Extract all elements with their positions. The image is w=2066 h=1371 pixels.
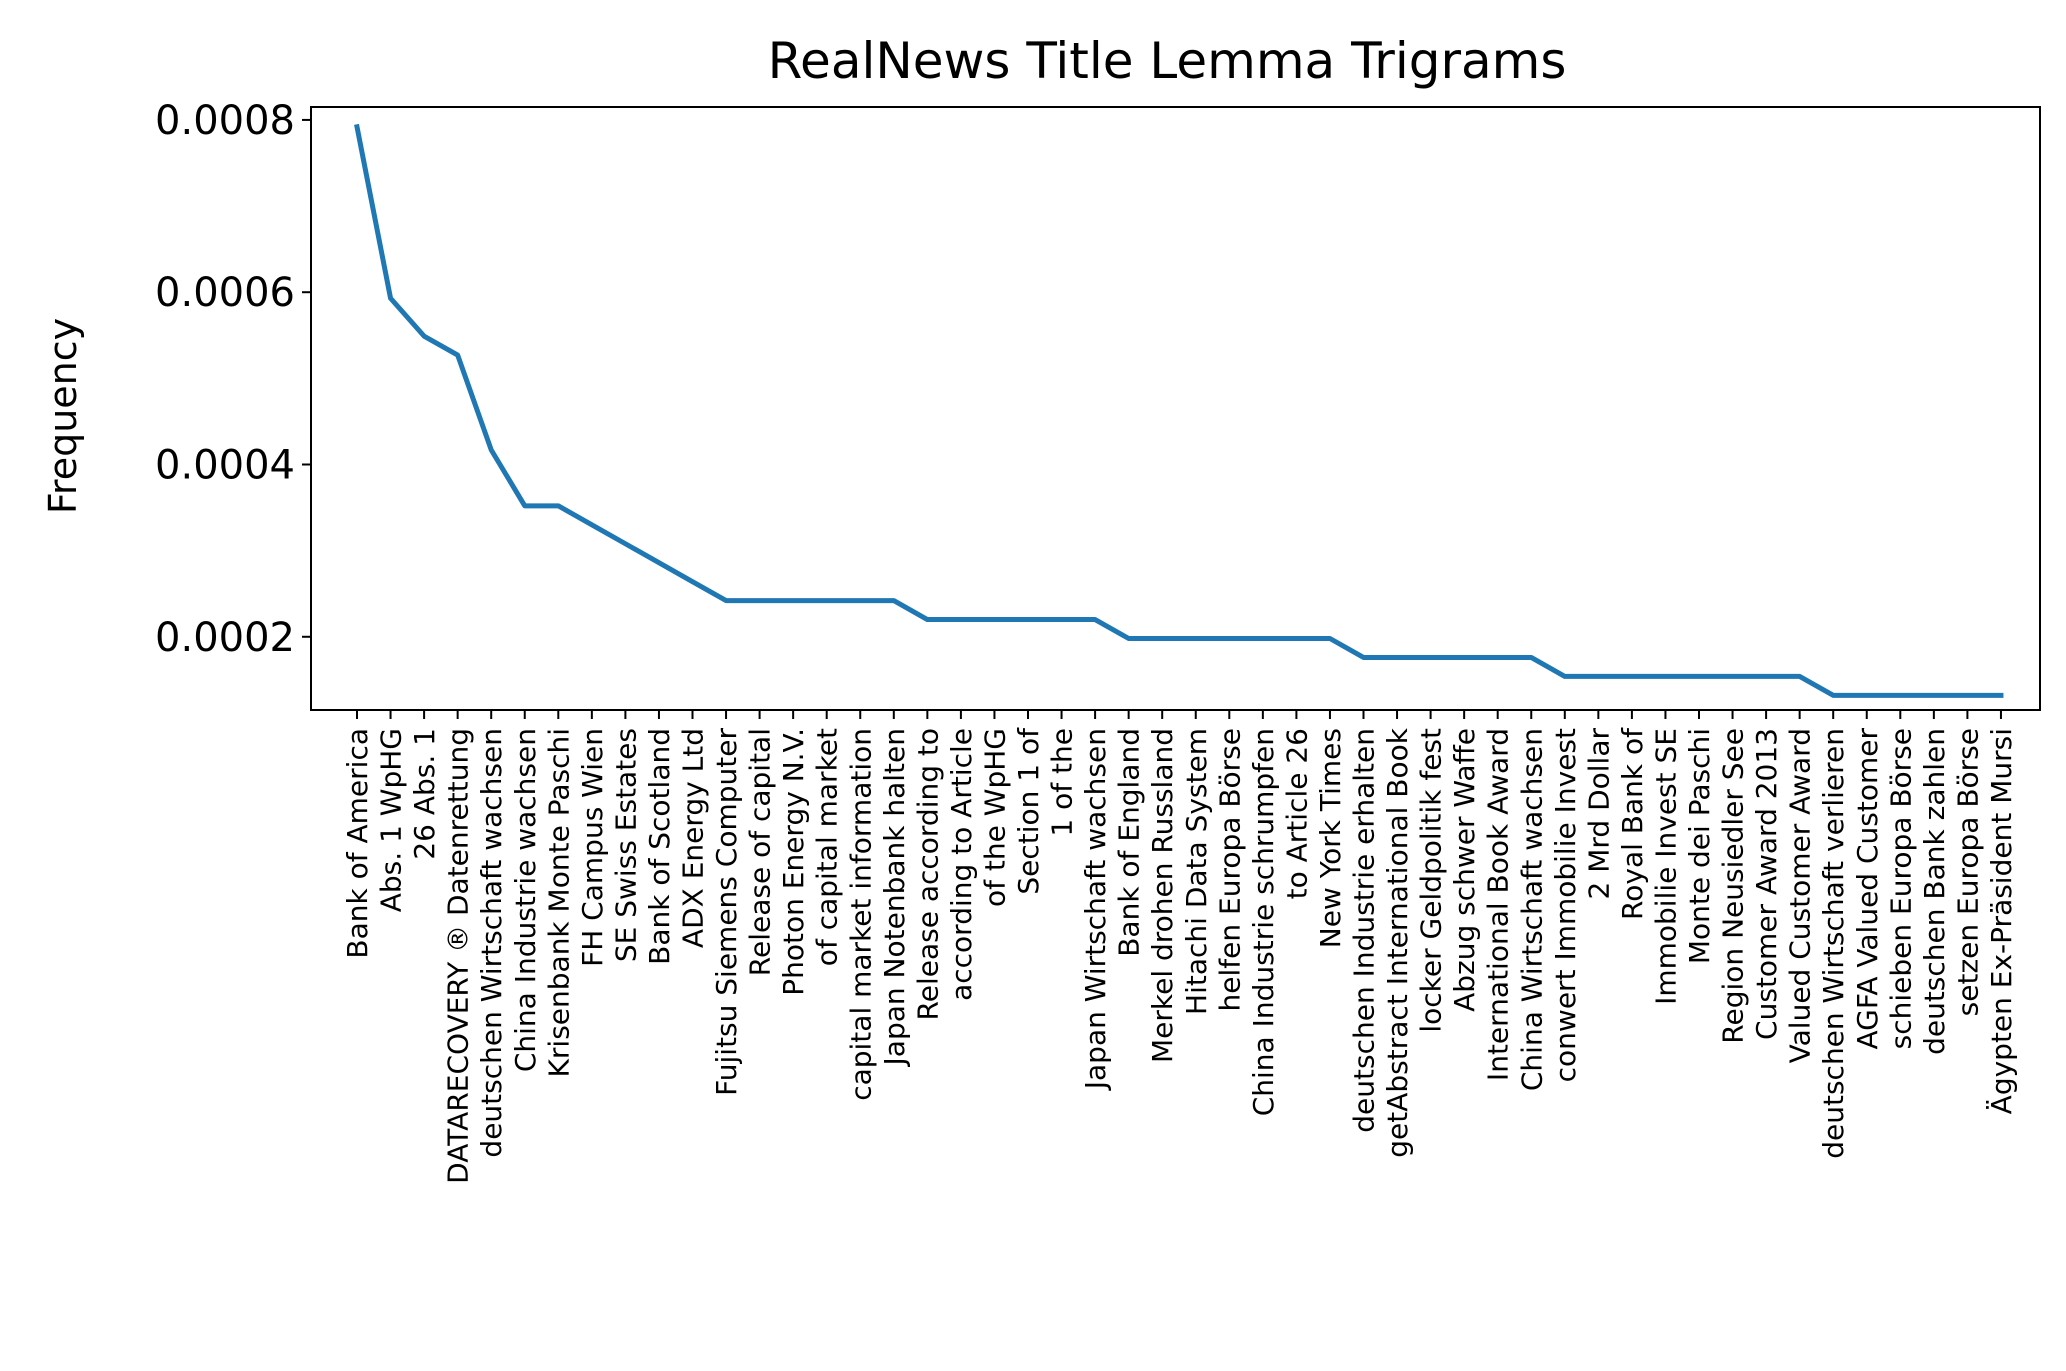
x-tick-label: 26 Abs. 1 xyxy=(408,728,441,860)
x-tick-label: DATARECOVERY ® Datenrettung xyxy=(442,728,475,1184)
x-tick-label: Ägypten Ex-Präsident Mursi xyxy=(1985,728,2018,1114)
chart-title: RealNews Title Lemma Trigrams xyxy=(768,32,1567,90)
x-tick-label: deutschen Industrie erhalten xyxy=(1348,728,1381,1133)
x-tick-label: Bank of America xyxy=(341,728,374,959)
x-tick-label: setzen Europa Börse xyxy=(1951,728,1984,1016)
x-tick-label: getAbstract International Book xyxy=(1381,727,1414,1157)
x-tick-label: deutschen Wirtschaft wachsen xyxy=(475,728,508,1158)
x-tick-label: Merkel drohen Russland xyxy=(1146,728,1179,1063)
x-tick-label: FH Campus Wien xyxy=(576,728,609,967)
y-axis-label: Frequency xyxy=(41,318,85,514)
x-tick-label: deutschen Wirtschaft verlieren xyxy=(1817,728,1850,1159)
axes-frame xyxy=(310,106,2041,711)
x-tick-label: International Book Award xyxy=(1482,728,1515,1081)
x-tick-label: New York Times xyxy=(1314,728,1347,948)
x-tick-label: Krisenbank Monte Paschi xyxy=(542,728,575,1077)
x-tick-label: deutschen Bank zahlen xyxy=(1918,728,1951,1055)
x-tick-label: Section 1 of xyxy=(1012,727,1045,895)
x-tick-label: China Wirtschaft wachsen xyxy=(1515,728,1548,1091)
x-tick-label: of capital market xyxy=(811,728,844,966)
x-tick-label: Japan Notenbank halten xyxy=(878,728,911,1067)
x-tick-label: Valued Customer Award xyxy=(1784,728,1817,1063)
x-tick-label: to Article 26 xyxy=(1280,728,1313,899)
x-tick-label: Hitachi Data System xyxy=(1180,728,1213,1015)
x-tick-label: ADX Energy Ltd xyxy=(677,728,710,948)
y-tick-label: 0.0008 xyxy=(155,98,295,144)
x-tick-label: of the WpHG xyxy=(978,728,1011,907)
x-tick-label: 2 Mrd Dollar xyxy=(1582,728,1615,900)
x-tick-label: according to Article xyxy=(945,728,978,1001)
x-tick-label: locker Geldpolitik fest xyxy=(1415,728,1448,1033)
x-tick-label: Abzug schwer Waffe xyxy=(1448,728,1481,1012)
x-tick-label: schieben Europa Börse xyxy=(1884,728,1917,1049)
y-tick-label: 0.0004 xyxy=(155,442,295,488)
x-tick-label: Abs. 1 WpHG xyxy=(375,728,408,912)
x-tick-label: 1 of the xyxy=(1046,728,1079,837)
x-tick-label: Monte dei Paschi xyxy=(1683,728,1716,964)
y-tick-label: 0.0002 xyxy=(155,615,295,661)
y-tick-label: 0.0006 xyxy=(155,270,295,316)
x-tick-label: Immobilie Invest SE xyxy=(1649,728,1682,1005)
x-tick-label: Bank of England xyxy=(1113,728,1146,957)
x-tick-label: Region Neusiedler See xyxy=(1717,728,1750,1044)
x-tick-label: Photon Energy N.V. xyxy=(777,728,810,996)
x-tick-label: SE Swiss Estates xyxy=(609,728,642,962)
x-tick-label: Customer Award 2013 xyxy=(1750,728,1783,1040)
x-tick-label: Japan Wirtschaft wachsen xyxy=(1079,728,1112,1091)
x-tick-label: Bank of Scotland xyxy=(643,728,676,965)
x-tick-label: Release according to xyxy=(911,728,944,1020)
x-tick-label: Fujitsu Siemens Computer xyxy=(710,728,743,1096)
x-tick-label: helfen Europa Börse xyxy=(1213,728,1246,1011)
x-tick-label: conwert Immobilie Invest xyxy=(1549,728,1582,1082)
x-tick-label: China Industrie schrumpfen xyxy=(1247,728,1280,1116)
x-tick-label: Royal Bank of xyxy=(1616,727,1649,920)
series-line xyxy=(354,123,2004,698)
x-tick-label: AGFA Valued Customer xyxy=(1851,728,1884,1050)
x-tick-label: capital market information xyxy=(844,728,877,1101)
x-tick-label: Release of capital xyxy=(744,728,777,976)
x-tick-label: China Industrie wachsen xyxy=(509,728,542,1072)
